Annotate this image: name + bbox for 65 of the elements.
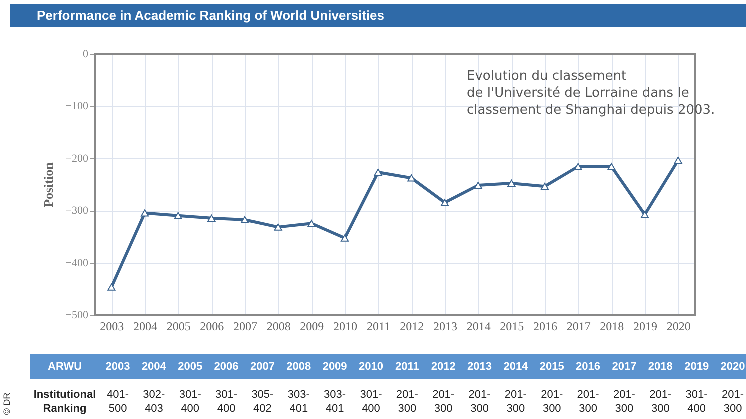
text: 301-400: [216, 389, 238, 415]
x-tick-label: 2008: [266, 320, 291, 334]
category-label: 2015: [540, 361, 564, 373]
x-tick-label: 2013: [434, 320, 458, 334]
text: 401-500: [106, 389, 130, 415]
text: © DR: [2, 392, 12, 416]
text: 302-403: [143, 389, 166, 415]
x-tick-label: 2014: [466, 320, 491, 334]
text: 201-300: [541, 389, 564, 415]
text: 201-300: [577, 389, 600, 415]
category-label: 2018: [648, 361, 673, 373]
x-tick-label: 2009: [300, 320, 324, 334]
text: 305-402: [252, 389, 274, 415]
x-tick-label: 2020: [666, 320, 691, 334]
text: 201-300: [613, 389, 636, 415]
text: 301-400: [686, 389, 708, 415]
text: 303-401: [288, 389, 310, 415]
text: 301-400: [360, 389, 383, 415]
text: 201-300: [432, 389, 455, 415]
category-label: 2009: [322, 361, 348, 373]
x-tick-label: 2019: [634, 320, 658, 334]
text: 201-300: [504, 389, 528, 415]
text: 201-300: [468, 389, 492, 415]
x-tick-label: 2006: [200, 320, 224, 334]
y-tick-label: −200: [66, 152, 89, 165]
y-tick-label: −100: [66, 100, 89, 113]
text: 301-400: [179, 389, 202, 415]
x-tick-label: 2017: [566, 320, 591, 334]
category-label: 2006: [214, 361, 239, 373]
y-axis-title: Position: [40, 162, 56, 208]
text: 201-300: [722, 389, 744, 415]
text: 201-300: [396, 389, 419, 415]
y-tick-label: −400: [66, 257, 89, 270]
text: 201-300: [650, 389, 672, 415]
x-tick-label: 2018: [600, 320, 624, 334]
y-tick-label: −500: [66, 310, 89, 322]
y-tick-label: −300: [66, 205, 89, 218]
text: ARWU: [48, 361, 82, 373]
category-label: 2008: [286, 361, 312, 373]
category-label: 2014: [504, 361, 528, 373]
category-label: 2005: [178, 361, 203, 373]
category-label: 2020: [720, 361, 746, 373]
category-label: 2013: [468, 361, 492, 373]
x-tick-label: 2011: [367, 320, 391, 334]
category-label: 2004: [142, 361, 166, 373]
x-tick-label: 2012: [400, 320, 424, 334]
text: Institutional Ranking: [34, 389, 96, 415]
x-tick-label: 2010: [334, 320, 358, 334]
category-label: 2010: [358, 361, 384, 373]
category-label: 2007: [250, 361, 275, 373]
x-tick-label: 2004: [134, 320, 158, 334]
category-label: 2003: [106, 361, 130, 373]
x-tick-label: 2016: [534, 320, 558, 334]
y-tick-label: 0: [83, 48, 89, 60]
text: 303-401: [324, 389, 346, 415]
x-tick-label: 2005: [166, 320, 191, 334]
category-label: 2011: [395, 361, 420, 373]
category-label: 2016: [576, 361, 601, 373]
x-tick-label: 2003: [100, 320, 124, 334]
chart-title: Performance in Academic Ranking of World Universities: [37, 8, 384, 23]
x-tick-label: 2007: [234, 320, 258, 334]
category-label: 2019: [684, 361, 710, 373]
category-label: 2017: [612, 361, 637, 373]
x-tick-label: 2015: [500, 320, 524, 334]
category-label: 2012: [431, 361, 456, 373]
